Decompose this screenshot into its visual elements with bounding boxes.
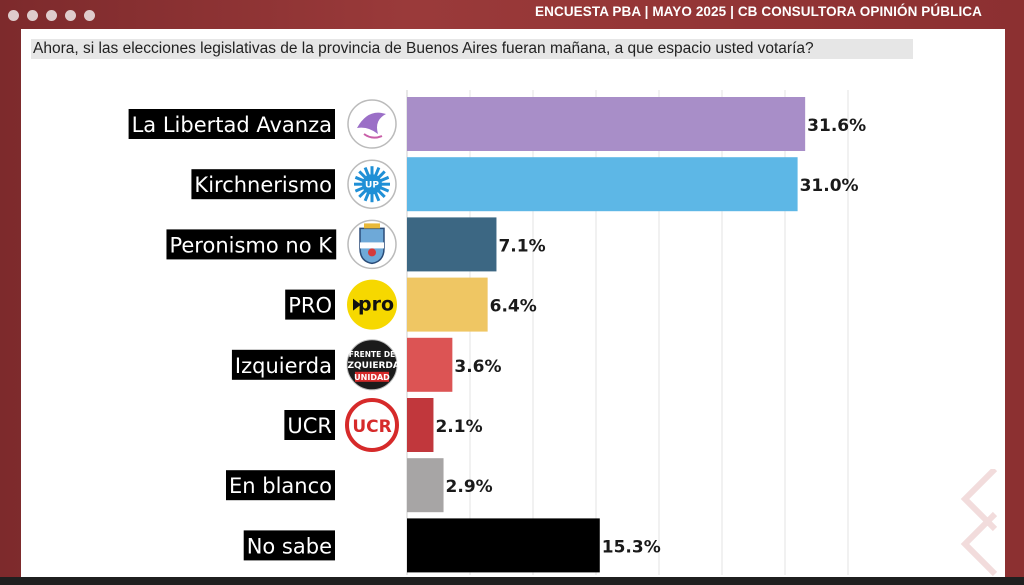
category-label: Izquierda <box>235 354 332 378</box>
sun-logo: UP <box>347 159 397 209</box>
logo-text-line3: UNIDAD <box>354 373 390 382</box>
chart-title: Ahora, si las elecciones legislativas de… <box>31 39 913 59</box>
bar <box>407 217 497 272</box>
ucr-logo: UCR <box>345 398 399 452</box>
header-title: ENCUESTA PBA | MAYO 2025 | CB CONSULTORA… <box>535 4 982 19</box>
shield-logo <box>347 219 397 270</box>
data-label: 7.1% <box>498 236 545 256</box>
llas-logo <box>347 99 397 149</box>
logo-text: UP <box>365 181 379 191</box>
bar <box>407 398 434 452</box>
category-label: PRO <box>288 294 332 318</box>
logo-text-line2: IZQUIERDA <box>344 361 400 371</box>
sun-ray <box>379 186 390 193</box>
sun-ray <box>379 175 390 183</box>
logo-text: UCR <box>352 417 391 437</box>
category-label-background <box>231 349 335 380</box>
bar <box>407 157 798 212</box>
decorative-dots <box>8 10 95 21</box>
category-label: Kirchnerismo <box>194 173 332 197</box>
sun-core <box>362 174 382 195</box>
data-label: 3.6% <box>454 357 501 377</box>
data-label: 2.1% <box>435 417 482 437</box>
sun-ray <box>354 186 365 193</box>
sun-ray <box>377 189 386 198</box>
sun-ray <box>377 170 386 179</box>
play-icon <box>353 298 361 311</box>
data-label: 15.3% <box>602 537 661 557</box>
logo-text-line1: FRENTE DE <box>349 350 396 359</box>
category-label-background <box>243 530 335 561</box>
sun-ray <box>374 166 381 177</box>
bottom-strip <box>0 577 1024 585</box>
category-label-background <box>284 410 335 440</box>
shield-crown <box>364 223 380 229</box>
category-label-background <box>166 229 337 260</box>
category-label-background <box>128 109 335 139</box>
data-label: 31.6% <box>807 116 866 136</box>
eagle-icon <box>357 112 386 134</box>
sun-ray <box>363 166 370 177</box>
bar <box>407 337 453 392</box>
sun-ray <box>358 170 367 179</box>
bar <box>407 518 600 573</box>
logo-circle <box>347 279 397 330</box>
bar <box>407 97 806 151</box>
chevron-decoration-icon <box>960 469 998 577</box>
logo-text: pro <box>358 294 394 316</box>
category-label-background <box>191 169 335 200</box>
dot-icon <box>8 10 19 21</box>
logo-red-band <box>355 371 389 382</box>
dot-icon <box>65 10 76 21</box>
category-label-background <box>226 470 335 501</box>
category-label: Peronismo no K <box>169 233 333 257</box>
wing-stroke <box>363 133 383 139</box>
bar <box>407 277 488 332</box>
dot-icon <box>46 10 57 21</box>
dot-icon <box>27 10 38 21</box>
fit-logo: FRENTE DE IZQUIERDA UNIDAD <box>344 339 400 391</box>
dot-icon <box>84 10 95 21</box>
data-label: 2.9% <box>446 477 493 497</box>
data-label: 31.0% <box>800 176 859 196</box>
shield-band <box>360 242 384 249</box>
category-label-background <box>285 289 335 320</box>
category-label: No sabe <box>247 534 332 558</box>
category-label: En blanco <box>229 474 332 498</box>
sun-ray <box>358 189 367 198</box>
logo-circle <box>345 398 399 452</box>
shield-dot <box>368 248 376 257</box>
data-label: 6.4% <box>490 297 537 317</box>
sun-ray <box>363 191 370 202</box>
sun-ray <box>354 175 365 183</box>
category-label: UCR <box>287 414 332 438</box>
category-label: La Libertad Avanza <box>132 113 332 137</box>
pro-logo: pro <box>347 279 397 330</box>
sun-ray <box>374 191 381 202</box>
bar <box>407 458 444 513</box>
